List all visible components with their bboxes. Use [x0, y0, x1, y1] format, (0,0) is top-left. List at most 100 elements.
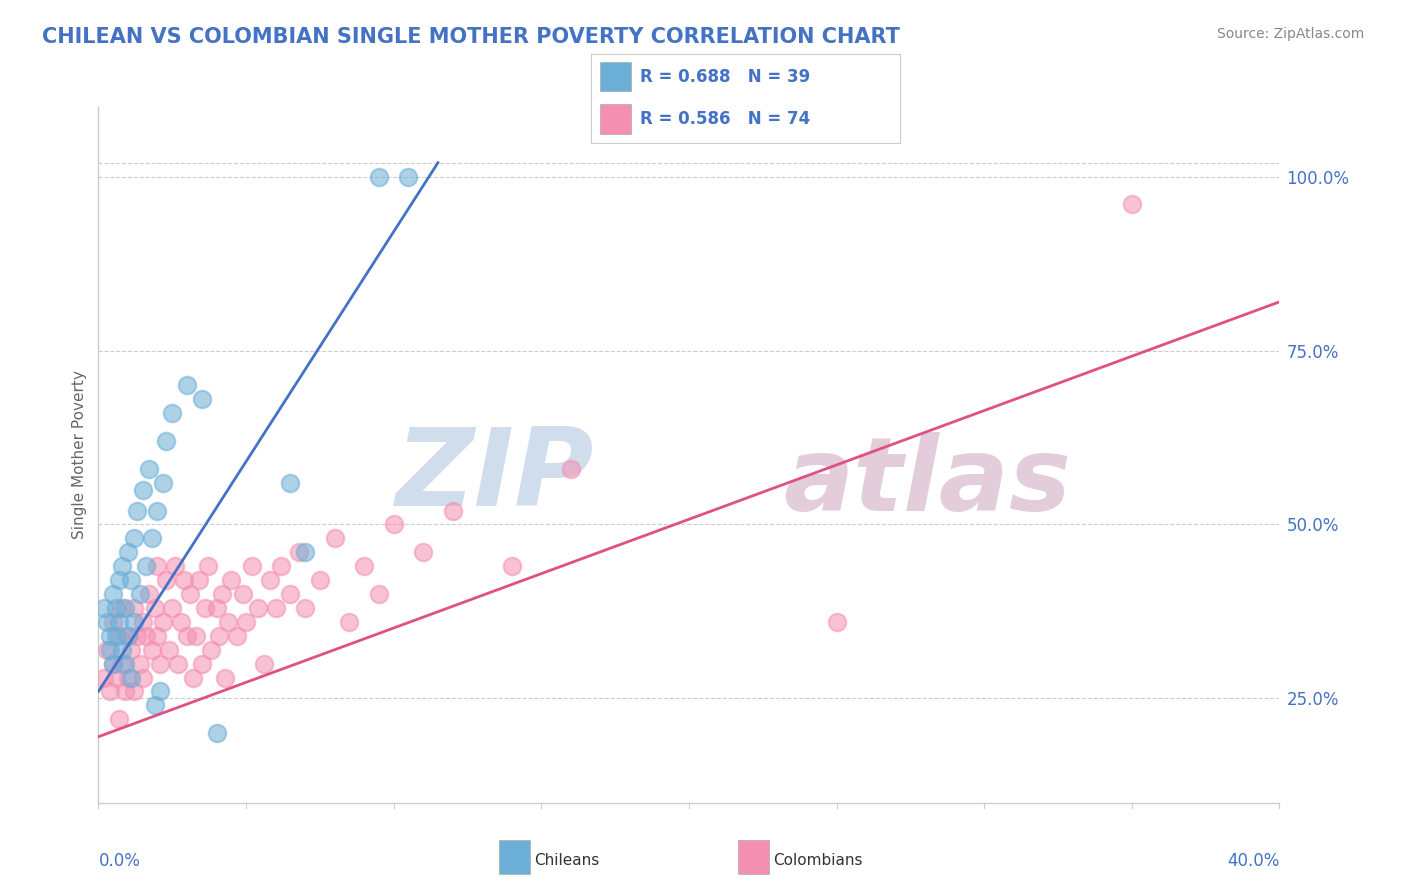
- Point: [114, 684, 136, 698]
- Point: [93, 671, 115, 685]
- Point: [146, 629, 169, 643]
- Point: [396, 169, 419, 184]
- Point: [122, 684, 145, 698]
- Point: [152, 475, 174, 490]
- Point: [270, 559, 292, 574]
- Point: [219, 573, 242, 587]
- Point: [120, 671, 142, 685]
- Point: [143, 601, 166, 615]
- Point: [111, 642, 134, 657]
- Point: [176, 378, 198, 392]
- Point: [103, 587, 125, 601]
- Point: [108, 712, 131, 726]
- Point: [278, 587, 302, 601]
- Text: 0.0%: 0.0%: [98, 852, 141, 870]
- Point: [157, 642, 180, 657]
- Point: [103, 657, 125, 671]
- Point: [98, 629, 121, 643]
- Point: [309, 573, 332, 587]
- Point: [146, 503, 169, 517]
- Point: [288, 545, 311, 559]
- Text: R = 0.688   N = 39: R = 0.688 N = 39: [640, 68, 810, 86]
- Text: CHILEAN VS COLOMBIAN SINGLE MOTHER POVERTY CORRELATION CHART: CHILEAN VS COLOMBIAN SINGLE MOTHER POVER…: [42, 27, 900, 46]
- Point: [108, 615, 131, 629]
- Point: [152, 615, 174, 629]
- Point: [194, 601, 217, 615]
- Point: [205, 601, 228, 615]
- Point: [501, 559, 523, 574]
- Point: [323, 532, 346, 546]
- Point: [226, 629, 249, 643]
- Point: [132, 483, 155, 497]
- Point: [105, 629, 128, 643]
- Point: [1121, 197, 1143, 211]
- Point: [259, 573, 281, 587]
- Point: [105, 671, 128, 685]
- Point: [294, 545, 316, 559]
- Text: Source: ZipAtlas.com: Source: ZipAtlas.com: [1216, 27, 1364, 41]
- Point: [117, 545, 139, 559]
- Point: [114, 657, 136, 671]
- Point: [208, 629, 231, 643]
- Point: [96, 615, 118, 629]
- Bar: [600, 104, 631, 134]
- Point: [235, 615, 257, 629]
- Point: [176, 629, 198, 643]
- Point: [98, 684, 121, 698]
- Point: [184, 629, 207, 643]
- Point: [214, 671, 236, 685]
- Point: [138, 462, 160, 476]
- Point: [441, 503, 464, 517]
- Point: [339, 615, 360, 629]
- Point: [98, 642, 121, 657]
- Point: [117, 671, 139, 685]
- Point: [105, 601, 128, 615]
- Point: [149, 657, 172, 671]
- Point: [103, 615, 125, 629]
- Point: [181, 671, 204, 685]
- Point: [191, 392, 214, 407]
- Point: [128, 587, 150, 601]
- Point: [93, 601, 115, 615]
- Point: [232, 587, 254, 601]
- Point: [368, 169, 391, 184]
- Point: [197, 559, 219, 574]
- Point: [143, 698, 166, 713]
- Point: [191, 657, 214, 671]
- Text: atlas: atlas: [783, 433, 1071, 533]
- Point: [382, 517, 405, 532]
- Point: [103, 657, 125, 671]
- Point: [111, 657, 134, 671]
- Bar: [600, 62, 631, 91]
- Point: [120, 642, 142, 657]
- Point: [108, 629, 131, 643]
- Point: [132, 671, 155, 685]
- Point: [114, 601, 136, 615]
- Point: [560, 462, 582, 476]
- Point: [132, 615, 155, 629]
- Point: [138, 587, 160, 601]
- Text: ZIP: ZIP: [396, 423, 595, 529]
- Point: [135, 629, 157, 643]
- Point: [179, 587, 201, 601]
- Point: [120, 573, 142, 587]
- Point: [353, 559, 375, 574]
- Point: [122, 532, 145, 546]
- Point: [170, 615, 193, 629]
- Point: [167, 657, 190, 671]
- Point: [165, 559, 187, 574]
- Point: [246, 601, 269, 615]
- Text: Colombians: Colombians: [773, 854, 863, 868]
- Point: [117, 629, 139, 643]
- Point: [240, 559, 263, 574]
- Point: [111, 601, 134, 615]
- Point: [125, 629, 148, 643]
- Text: R = 0.586   N = 74: R = 0.586 N = 74: [640, 110, 810, 128]
- Point: [294, 601, 316, 615]
- Point: [108, 573, 131, 587]
- Point: [412, 545, 434, 559]
- Point: [162, 601, 183, 615]
- Point: [96, 642, 118, 657]
- Point: [368, 587, 391, 601]
- Point: [155, 434, 177, 448]
